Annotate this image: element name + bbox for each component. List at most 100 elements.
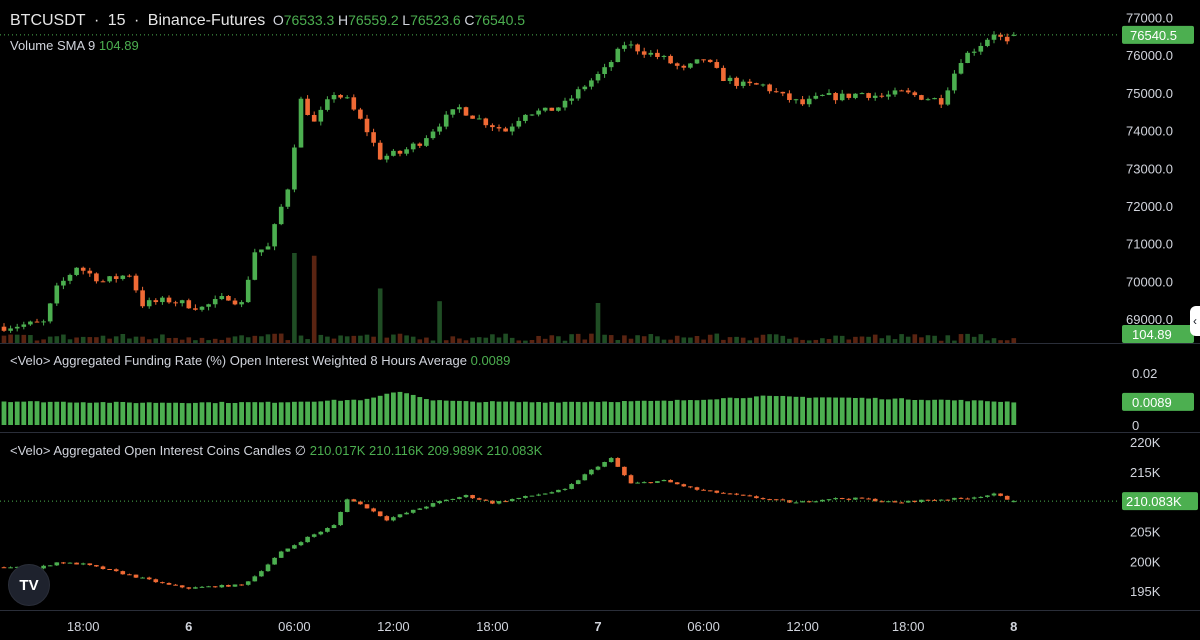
funding-bar bbox=[879, 399, 885, 425]
price-candle bbox=[991, 34, 997, 40]
funding-bar bbox=[1004, 401, 1010, 425]
price-candle bbox=[628, 44, 634, 46]
high-value: 76559.2 bbox=[348, 12, 399, 28]
price-candle bbox=[938, 98, 944, 105]
funding-legend-name: <Velo> Aggregated Funding Rate (%) Open … bbox=[10, 353, 467, 368]
funding-bar bbox=[516, 402, 522, 425]
pane-divider-2[interactable] bbox=[0, 432, 1200, 433]
oi-high-value: 210.116K bbox=[369, 443, 424, 458]
low-value: 76523.6 bbox=[410, 12, 461, 28]
oi-visibility-icon[interactable]: ∅ bbox=[294, 443, 307, 458]
symbol-name[interactable]: BTCUSDT bbox=[10, 12, 86, 29]
volume-bar bbox=[925, 335, 931, 343]
volume-bar bbox=[615, 339, 621, 343]
price-candle bbox=[595, 73, 601, 81]
oi-candle bbox=[311, 534, 317, 537]
volume-bar bbox=[61, 334, 66, 343]
funding-bar bbox=[259, 402, 264, 425]
price-candle bbox=[212, 299, 218, 305]
funding-bar bbox=[483, 401, 489, 425]
oi-open-value: 210.017K bbox=[309, 443, 366, 458]
time-axis-label: 12:00 bbox=[377, 619, 410, 634]
volume-bar bbox=[945, 335, 951, 343]
chevron-left-icon[interactable]: ‹ bbox=[1190, 306, 1200, 336]
volume-bar bbox=[265, 334, 271, 343]
oi-legend[interactable]: <Velo> Aggregated Open Interest Coins Ca… bbox=[10, 443, 542, 459]
price-candle bbox=[160, 297, 165, 303]
price-candle bbox=[971, 51, 977, 53]
volume-bar bbox=[278, 333, 284, 343]
price-candle bbox=[490, 125, 495, 128]
volume-bar bbox=[133, 336, 139, 343]
price-candle bbox=[457, 107, 462, 110]
funding-bar bbox=[351, 399, 357, 425]
volume-bar bbox=[899, 334, 904, 343]
price-candle bbox=[351, 97, 357, 110]
volume-bar bbox=[285, 340, 291, 343]
funding-bar bbox=[470, 401, 475, 425]
funding-value-label: 0.0089 bbox=[1132, 395, 1172, 410]
funding-bar bbox=[780, 395, 786, 425]
price-candle bbox=[410, 143, 416, 150]
volume-legend[interactable]: Volume SMA 9 104.89 bbox=[10, 38, 139, 53]
oi-candle bbox=[529, 495, 535, 497]
oi-candle bbox=[589, 469, 594, 475]
volume-bar bbox=[450, 336, 456, 343]
price-candle bbox=[232, 300, 238, 305]
volume-bar bbox=[443, 340, 449, 343]
volume-legend-name: Volume SMA 9 bbox=[10, 38, 96, 53]
volume-bar bbox=[21, 334, 27, 343]
volume-bar bbox=[179, 339, 185, 343]
oi-candle bbox=[252, 576, 258, 582]
oi-candle bbox=[47, 565, 53, 567]
funding-bar bbox=[107, 402, 112, 425]
oi-candle bbox=[325, 528, 330, 532]
symbol-exchange[interactable]: Binance-Futures bbox=[147, 12, 266, 29]
funding-bar bbox=[193, 402, 198, 425]
price-candle bbox=[1, 326, 7, 331]
volume-bar bbox=[417, 339, 423, 343]
price-candle bbox=[760, 84, 766, 86]
pane-divider-1[interactable] bbox=[0, 343, 1200, 344]
volume-bar bbox=[80, 336, 86, 343]
funding-bar bbox=[938, 399, 944, 425]
oi-candle bbox=[998, 493, 1003, 496]
funding-bar bbox=[450, 400, 456, 425]
tradingview-logo-icon[interactable]: TV bbox=[8, 564, 50, 606]
price-candle bbox=[496, 127, 502, 129]
symbol-sep: · bbox=[129, 12, 144, 29]
funding-bar bbox=[391, 392, 396, 425]
funding-legend-value: 0.0089 bbox=[470, 353, 511, 368]
oi-candle bbox=[714, 490, 720, 493]
funding-bar bbox=[767, 395, 772, 425]
funding-legend[interactable]: <Velo> Aggregated Funding Rate (%) Open … bbox=[10, 353, 510, 368]
funding-bar bbox=[523, 401, 528, 425]
oi-candle bbox=[681, 484, 687, 487]
price-candle bbox=[582, 86, 588, 90]
oi-candle bbox=[780, 499, 786, 501]
price-candle bbox=[483, 118, 489, 126]
oi-candle bbox=[872, 498, 878, 502]
price-candle bbox=[430, 131, 436, 139]
volume-bar bbox=[364, 334, 370, 343]
funding-bar bbox=[318, 401, 324, 425]
oi-candle bbox=[688, 486, 693, 488]
funding-bar bbox=[602, 401, 607, 425]
oi-candle bbox=[140, 577, 145, 579]
funding-bar bbox=[701, 399, 706, 425]
symbol-interval[interactable]: 15 bbox=[107, 12, 126, 29]
volume-bar bbox=[661, 339, 667, 343]
price-candle bbox=[146, 300, 152, 307]
volume-bar bbox=[94, 337, 99, 343]
volume-bar bbox=[767, 334, 772, 343]
volume-legend-value: 104.89 bbox=[98, 38, 139, 53]
oi-candle bbox=[160, 582, 165, 584]
open-value: 76533.3 bbox=[283, 12, 335, 28]
oi-candle bbox=[384, 516, 390, 521]
volume-bar bbox=[622, 335, 627, 343]
volume-bar bbox=[41, 339, 46, 343]
funding-bar bbox=[503, 401, 508, 425]
funding-axis-label: 0.02 bbox=[1132, 366, 1157, 381]
oi-candle bbox=[892, 501, 898, 503]
